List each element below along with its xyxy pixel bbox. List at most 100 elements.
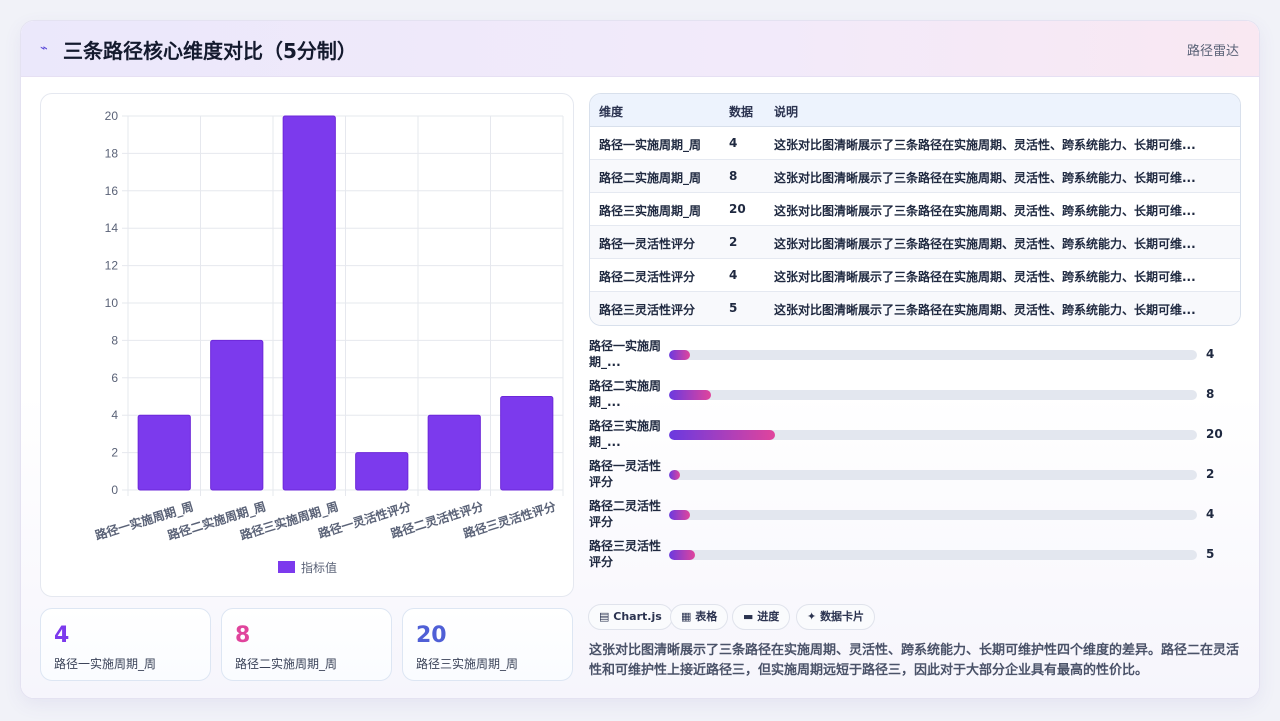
progress-label: 路径二灵活性评分	[589, 499, 662, 529]
bar	[137, 414, 191, 491]
zigzag-icon: ⌁	[40, 41, 48, 56]
progress-value: 4	[1206, 507, 1215, 521]
progress-track	[669, 430, 1197, 440]
progress-value: 20	[1206, 427, 1223, 441]
stat-label: 路径一实施周期_周	[54, 657, 157, 671]
table-cell-description: 这张对比图清晰展示了三条路径在实施周期、灵活性、跨系统能力、长期可维...	[774, 270, 1196, 284]
stat-card-1: 4 路径一实施周期_周	[40, 608, 211, 681]
dashboard-card: ⌁ 三条路径核心维度对比（5分制） 路径雷达 0 2 4 6 8 10 12 14 16 18 20…	[20, 20, 1260, 699]
bar	[210, 339, 264, 491]
table-cell-dimension: 路径一灵活性评分	[599, 237, 696, 251]
progress-value: 8	[1206, 387, 1215, 401]
y-tick-label: 8	[111, 333, 118, 347]
stat-value: 8	[235, 623, 251, 648]
chip-data-cards[interactable]: ✦ 数据卡片	[796, 604, 876, 630]
y-tick-label: 16	[105, 184, 119, 198]
y-tick-label: 18	[105, 146, 119, 160]
table-cell-dimension: 路径三实施周期_周	[599, 204, 702, 218]
progress-row: 路径三实施周期_... 20	[589, 418, 1249, 454]
table-cell-value: 4	[729, 268, 738, 282]
summary-text: 这张对比图清晰展示了三条路径在实施周期、灵活性、跨系统能力、长期可维护性四个维度…	[589, 643, 1240, 678]
table-cell-value: 4	[729, 136, 738, 150]
progress-row: 路径二实施周期_... 8	[589, 378, 1249, 414]
stat-value: 4	[54, 623, 70, 648]
progress-value: 2	[1206, 467, 1215, 481]
table-cell-dimension: 路径一实施周期_周	[599, 138, 702, 152]
y-tick-label: 14	[105, 221, 119, 235]
table-cell-description: 这张对比图清晰展示了三条路径在实施周期、灵活性、跨系统能力、长期可维...	[774, 138, 1196, 152]
table-row: 路径二实施周期_周 8 这张对比图清晰展示了三条路径在实施周期、灵活性、跨系统能…	[590, 160, 1240, 193]
progress-label: 路径二实施周期_...	[589, 379, 662, 409]
table-header-dimension: 维度	[599, 105, 624, 119]
y-tick-label: 20	[105, 109, 119, 123]
progress-track	[669, 470, 1197, 480]
table-cell-description: 这张对比图清晰展示了三条路径在实施周期、灵活性、跨系统能力、长期可维...	[774, 303, 1196, 317]
table-cell-dimension: 路径二灵活性评分	[599, 270, 696, 284]
bar-chart-panel: 0 2 4 6 8 10 12 14 16 18 20 路径一实施周期_周 路径二实施周期_周 路径三实施…	[40, 93, 574, 597]
progress-value: 4	[1206, 347, 1215, 361]
stat-value: 20	[416, 623, 447, 648]
chip-label: Chart.js	[613, 610, 662, 623]
y-tick-label: 12	[105, 259, 119, 273]
chip-table[interactable]: ▦ 表格	[670, 604, 729, 630]
progress-label: 路径三灵活性评分	[589, 539, 662, 569]
table-row: 路径一灵活性评分 2 这张对比图清晰展示了三条路径在实施周期、灵活性、跨系统能力…	[590, 226, 1240, 259]
table-cell-description: 这张对比图清晰展示了三条路径在实施周期、灵活性、跨系统能力、长期可维...	[774, 237, 1196, 251]
table-cell-description: 这张对比图清晰展示了三条路径在实施周期、灵活性、跨系统能力、长期可维...	[774, 171, 1196, 185]
stat-label: 路径二实施周期_周	[235, 657, 338, 671]
table-row: 路径二灵活性评分 4 这张对比图清晰展示了三条路径在实施周期、灵活性、跨系统能力…	[590, 259, 1240, 292]
progress-track	[669, 350, 1197, 360]
table-cell-value: 2	[729, 235, 738, 249]
y-tick-label: 6	[111, 371, 118, 385]
chip-chartjs[interactable]: ▤ Chart.js	[588, 604, 673, 630]
stat-label: 路径三实施周期_周	[416, 657, 519, 671]
y-tick-label: 10	[105, 296, 119, 310]
progress-label: 路径三实施周期_...	[589, 419, 662, 449]
bar	[500, 396, 554, 491]
table-row: 路径一实施周期_周 4 这张对比图清晰展示了三条路径在实施周期、灵活性、跨系统能…	[590, 127, 1240, 160]
progress-row: 路径一实施周期_... 4	[589, 338, 1249, 374]
table-cell-description: 这张对比图清晰展示了三条路径在实施周期、灵活性、跨系统能力、长期可维...	[774, 204, 1196, 218]
progress-fill	[669, 470, 680, 480]
table-icon: ▦	[681, 610, 692, 623]
table-row: 路径三实施周期_周 20 这张对比图清晰展示了三条路径在实施周期、灵活性、跨系统…	[590, 193, 1240, 226]
chart-icon: ▤	[599, 610, 610, 623]
progress-icon: ▬	[743, 610, 754, 623]
table-cell-value: 5	[729, 301, 738, 315]
progress-fill	[669, 550, 696, 560]
chip-label: 数据卡片	[820, 610, 865, 623]
stat-card-3: 20 路径三实施周期_周	[402, 608, 573, 681]
bar	[282, 115, 336, 491]
table-cell-value: 8	[729, 169, 738, 183]
chip-label: 表格	[695, 610, 718, 623]
progress-fill	[669, 430, 775, 440]
y-tick-label: 4	[111, 408, 118, 422]
table-header-description: 说明	[774, 105, 799, 119]
y-tick-label: 0	[111, 483, 118, 497]
header-tag: 路径雷达	[1186, 44, 1239, 59]
sparkle-icon: ✦	[807, 610, 817, 623]
progress-value: 5	[1206, 547, 1215, 561]
table-row: 路径三灵活性评分 5 这张对比图清晰展示了三条路径在实施周期、灵活性、跨系统能力…	[590, 292, 1240, 325]
progress-label: 路径一灵活性评分	[589, 459, 662, 489]
header: ⌁ 三条路径核心维度对比（5分制） 路径雷达	[21, 21, 1259, 77]
progress-track	[669, 390, 1197, 400]
progress-row: 路径二灵活性评分 4	[589, 498, 1249, 534]
chip-label: 进度	[757, 610, 780, 623]
progress-track	[669, 510, 1197, 520]
table-cell-dimension: 路径三灵活性评分	[599, 303, 696, 317]
progress-track	[669, 550, 1197, 560]
data-table: 维度 数据 说明 路径一实施周期_周 4 这张对比图清晰展示了三条路径在实施周期…	[589, 93, 1241, 326]
bar	[427, 414, 481, 491]
table-cell-value: 20	[729, 202, 746, 216]
y-tick-label: 2	[111, 446, 118, 460]
stat-card-2: 8 路径二实施周期_周	[221, 608, 392, 681]
legend-swatch	[278, 561, 295, 573]
table-cell-dimension: 路径二实施周期_周	[599, 171, 702, 185]
bar	[355, 452, 409, 491]
legend-label: 指标值	[301, 560, 337, 575]
table-header: 维度 数据 说明	[590, 94, 1240, 127]
chip-progress[interactable]: ▬ 进度	[732, 604, 791, 630]
progress-label: 路径一实施周期_...	[589, 339, 662, 369]
progress-row: 路径三灵活性评分 5	[589, 538, 1249, 574]
